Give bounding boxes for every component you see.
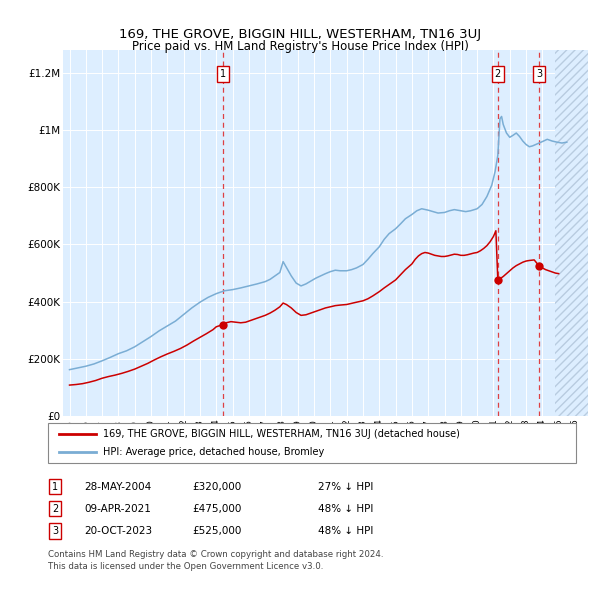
Text: £475,000: £475,000 [192, 504, 241, 513]
Text: £320,000: £320,000 [192, 482, 241, 491]
Text: HPI: Average price, detached house, Bromley: HPI: Average price, detached house, Brom… [103, 447, 325, 457]
Text: 2: 2 [495, 69, 501, 79]
Text: 48% ↓ HPI: 48% ↓ HPI [318, 526, 373, 536]
Text: Contains HM Land Registry data © Crown copyright and database right 2024.: Contains HM Land Registry data © Crown c… [48, 550, 383, 559]
FancyBboxPatch shape [48, 423, 576, 463]
Text: Price paid vs. HM Land Registry's House Price Index (HPI): Price paid vs. HM Land Registry's House … [131, 40, 469, 53]
Text: 48% ↓ HPI: 48% ↓ HPI [318, 504, 373, 513]
Bar [554, 50, 588, 416]
Text: £525,000: £525,000 [192, 526, 241, 536]
Text: 3: 3 [52, 526, 58, 536]
Text: 09-APR-2021: 09-APR-2021 [84, 504, 151, 513]
Text: 28-MAY-2004: 28-MAY-2004 [84, 482, 151, 491]
Text: 3: 3 [536, 69, 542, 79]
Text: 2: 2 [52, 504, 58, 513]
Text: 1: 1 [52, 482, 58, 491]
Text: 27% ↓ HPI: 27% ↓ HPI [318, 482, 373, 491]
Text: 1: 1 [220, 69, 226, 79]
Text: 20-OCT-2023: 20-OCT-2023 [84, 526, 152, 536]
Text: This data is licensed under the Open Government Licence v3.0.: This data is licensed under the Open Gov… [48, 562, 323, 571]
Text: 169, THE GROVE, BIGGIN HILL, WESTERHAM, TN16 3UJ: 169, THE GROVE, BIGGIN HILL, WESTERHAM, … [119, 28, 481, 41]
Text: 169, THE GROVE, BIGGIN HILL, WESTERHAM, TN16 3UJ (detached house): 169, THE GROVE, BIGGIN HILL, WESTERHAM, … [103, 430, 460, 440]
